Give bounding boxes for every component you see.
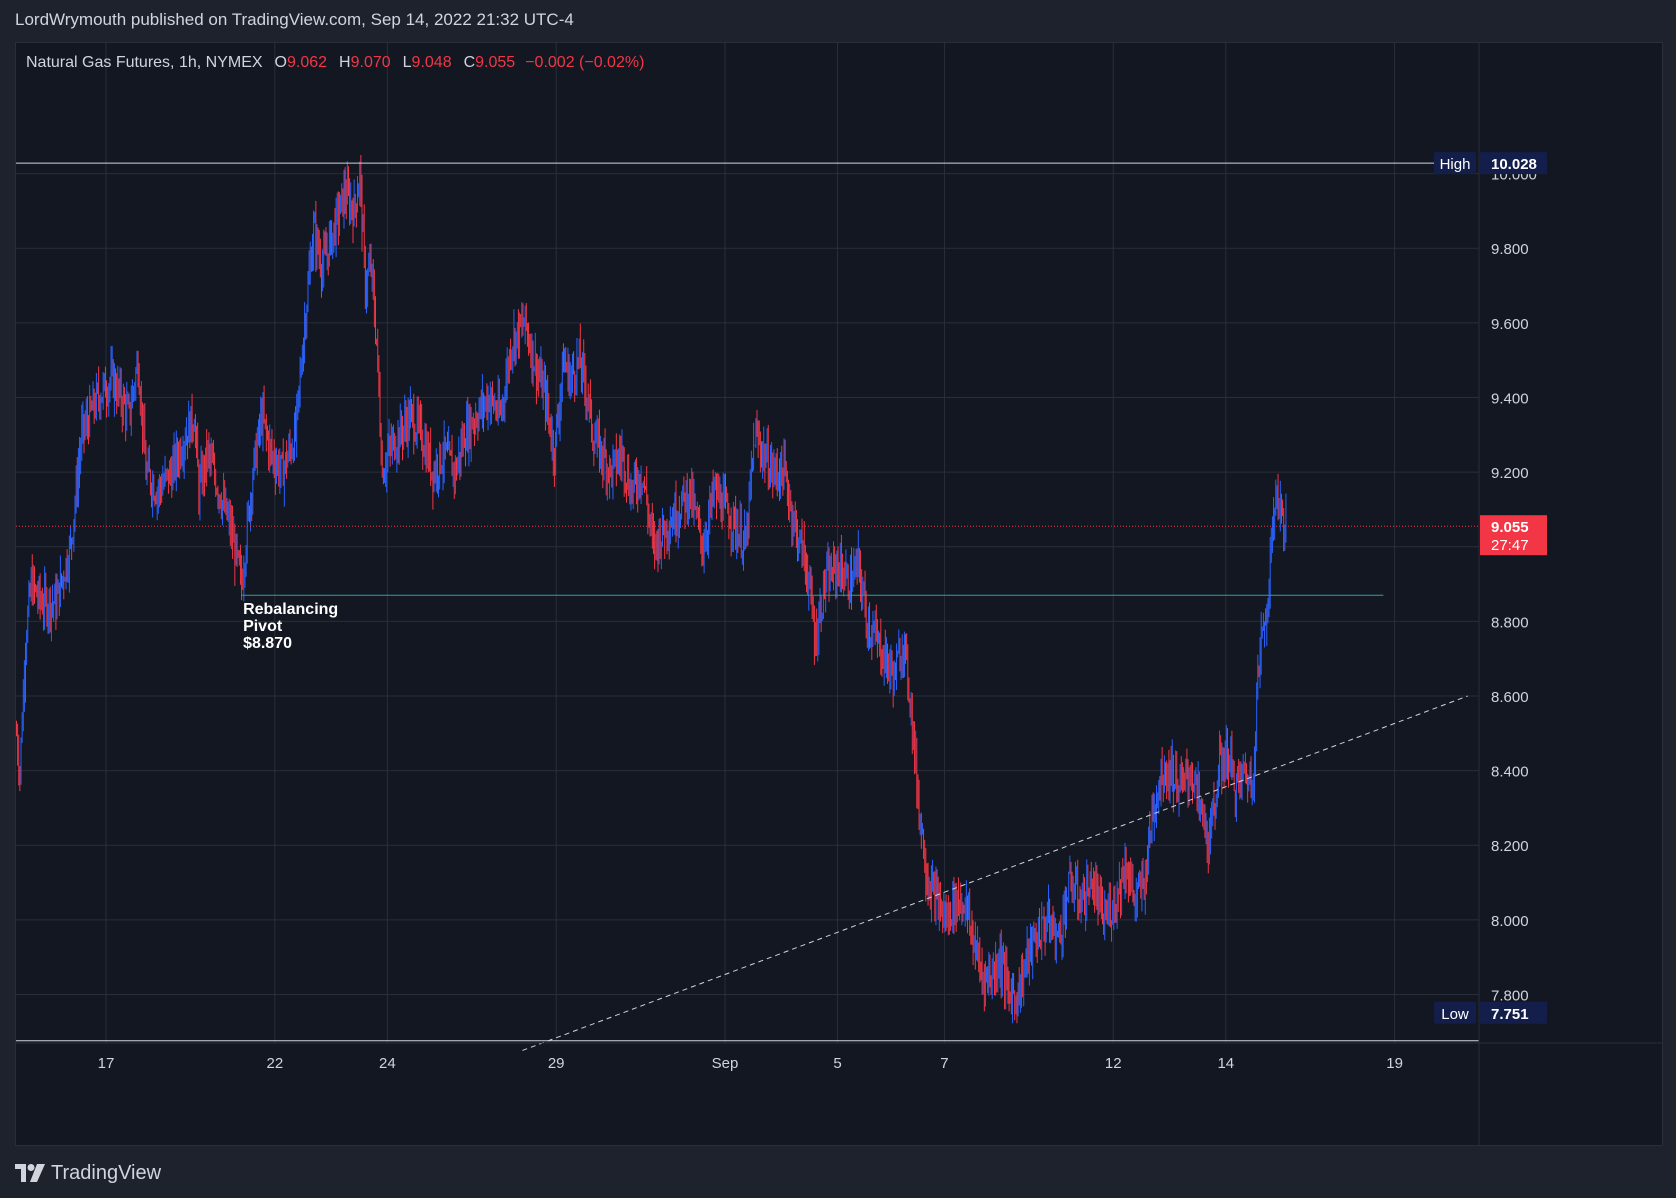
price-tick-label: 9.400 xyxy=(1491,390,1529,407)
grid xyxy=(16,43,1479,1043)
time-tick-label: 14 xyxy=(1217,1055,1234,1072)
price-axis[interactable]: 10.0009.8009.6009.4009.2009.0008.8008.60… xyxy=(1478,43,1547,1145)
brand-name: TradingView xyxy=(51,1161,162,1184)
pivot-label: $8.870 xyxy=(243,635,292,652)
time-tick-label: 17 xyxy=(98,1055,115,1072)
symbol-name[interactable]: Natural Gas Futures, 1h, NYMEX xyxy=(26,54,263,71)
countdown-text: 27:47 xyxy=(1491,537,1529,554)
time-tick-label: 12 xyxy=(1105,1055,1122,1072)
time-tick-label: 24 xyxy=(379,1055,396,1072)
close-label: C xyxy=(463,54,476,71)
high-value-badge xyxy=(1480,152,1547,175)
change-value: −0.002 (−0.02%) xyxy=(525,54,645,71)
open-value: 9.062 xyxy=(286,54,328,71)
high-value-text: 10.028 xyxy=(1491,156,1537,173)
time-axis[interactable]: 17 22 24 29 Sep 5 7 12 14 19 xyxy=(16,1042,1662,1072)
open-label: O xyxy=(274,54,287,71)
price-tick-label: 8.000 xyxy=(1491,913,1529,930)
price-tick-label: 9.600 xyxy=(1491,316,1529,333)
price-tick-label: 8.600 xyxy=(1491,689,1529,706)
price-tick-label: 7.800 xyxy=(1491,987,1529,1004)
ohlc-bars xyxy=(16,155,1287,1024)
high-label-text: High xyxy=(1440,156,1471,173)
high-value: 9.070 xyxy=(350,54,391,71)
current-price-text: 9.055 xyxy=(1491,519,1529,536)
publisher-line: LordWrymouth published on TradingView.co… xyxy=(15,10,574,29)
current-price-badge xyxy=(1480,515,1547,556)
low-label: L xyxy=(402,54,412,71)
time-tick-label: 7 xyxy=(940,1055,948,1072)
low-value: 9.048 xyxy=(411,54,452,71)
time-tick-label: 29 xyxy=(548,1055,565,1072)
tradingview-logo-icon xyxy=(15,1164,45,1182)
low-value-badge xyxy=(1480,1001,1547,1024)
low-value-text: 7.751 xyxy=(1491,1006,1529,1023)
chart-frame[interactable]: Rebalancing Pivot $8.870 High Low 10.000 9.80… xyxy=(15,42,1663,1146)
price-tick-label: 9.200 xyxy=(1491,465,1529,482)
trendline xyxy=(522,695,1468,1051)
low-label-text: Low xyxy=(1441,1006,1469,1023)
high-label-badge xyxy=(1434,152,1476,175)
top-bar: LordWrymouth published on TradingView.co… xyxy=(0,0,1676,42)
pivot-label: Pivot xyxy=(243,618,283,635)
price-tick-label: 9.800 xyxy=(1491,241,1529,258)
time-tick-label: 5 xyxy=(833,1055,841,1072)
price-tick-label: 8.200 xyxy=(1491,838,1529,855)
price-tick-label: 8.800 xyxy=(1491,614,1529,631)
low-label-badge xyxy=(1434,1001,1476,1024)
time-tick-label: Sep xyxy=(712,1055,739,1072)
high-label: H xyxy=(339,54,351,71)
price-tick-label: 8.400 xyxy=(1491,764,1529,781)
close-value: 9.055 xyxy=(475,54,516,71)
pivot-label: Rebalancing xyxy=(243,601,338,618)
time-tick-label: 19 xyxy=(1386,1055,1403,1072)
time-tick-label: 22 xyxy=(266,1055,283,1072)
footer-brand[interactable]: TradingView xyxy=(15,1160,161,1186)
